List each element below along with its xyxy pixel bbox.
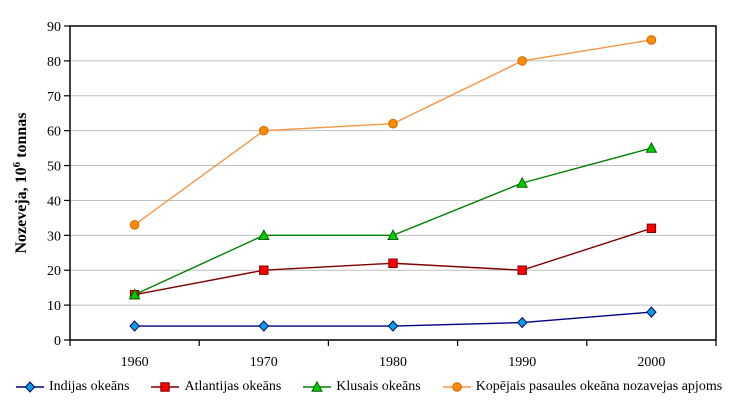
plot-frame	[69, 25, 717, 341]
y-tick-label: 20	[47, 264, 61, 279]
x-tick-label: 1970	[250, 355, 278, 370]
triangle-marker	[516, 176, 529, 188]
series-line-triangle	[134, 147, 652, 296]
legend-label: Klusais okeāns	[336, 379, 421, 394]
legend-item: Atlantijas okeāns	[151, 379, 281, 395]
circle-marker	[517, 56, 528, 66]
diamond-marker	[129, 320, 140, 332]
triangle-marker	[645, 141, 658, 153]
circle-legend-icon	[442, 382, 471, 392]
y-tick-label: 30	[47, 229, 61, 244]
legend-item: Indijas okeāns	[16, 379, 129, 395]
circle-marker	[646, 35, 657, 45]
legend: Indijas okeāns Atlantijas okeāns Klusais o…	[16, 379, 738, 395]
y-axis-title: Nozeveja, 106 tonnas	[11, 112, 31, 253]
y-tick-label: 70	[47, 90, 61, 105]
circle-marker	[451, 382, 462, 392]
y-tick-label: 50	[47, 160, 61, 175]
x-tick-label: 1980	[379, 355, 407, 370]
x-tick-label: 1990	[508, 355, 536, 370]
triangle-marker	[311, 380, 324, 392]
legend-item: Kopējais pasaules okeāna nozavejas apjom…	[442, 379, 723, 395]
circle-marker	[259, 125, 269, 136]
diamond-marker	[387, 320, 399, 332]
x-tick-label: 1960	[121, 355, 149, 370]
y-tick-label: 0	[54, 334, 61, 349]
series-line-circle	[134, 39, 652, 226]
y-tick-label: 90	[47, 20, 61, 35]
triangle-legend-icon	[303, 380, 332, 392]
square-marker	[160, 382, 171, 392]
square-marker	[517, 265, 527, 275]
x-tick-label: 2000	[637, 355, 665, 370]
y-tick-label: 80	[47, 55, 61, 70]
triangle-marker	[257, 229, 270, 241]
diamond-marker	[516, 316, 528, 329]
legend-label: Kopējais pasaules okeāna nozavejas apjom…	[475, 379, 723, 394]
diamond-marker	[646, 306, 657, 318]
legend-label: Indijas okeāns	[49, 379, 130, 394]
y-tick-label: 40	[47, 194, 61, 209]
triangle-marker	[128, 288, 141, 300]
y-axis-title-text: Nozeveja, 10	[13, 167, 31, 254]
y-tick-label: 60	[47, 125, 61, 140]
triangle-marker	[387, 229, 399, 241]
square-marker	[646, 223, 657, 234]
y-tick-label: 10	[47, 299, 61, 314]
circle-marker	[388, 118, 398, 129]
y-axis-title-unit: tonnas	[13, 112, 31, 162]
diamond-marker	[24, 381, 36, 393]
diamond-marker	[258, 320, 270, 332]
legend-label: Atlantijas okeāns	[184, 379, 282, 394]
legend-item: Klusais okeāns	[303, 379, 421, 395]
y-axis-title-exponent: 6	[10, 161, 23, 168]
square-legend-icon	[151, 382, 180, 392]
circle-marker	[129, 220, 140, 230]
square-marker	[259, 265, 269, 275]
diamond-legend-icon	[16, 381, 44, 393]
square-marker	[388, 258, 398, 268]
